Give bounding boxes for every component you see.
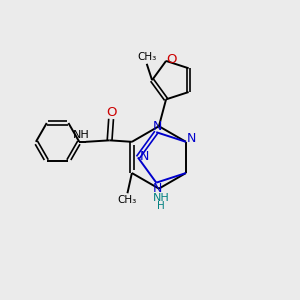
Text: N: N bbox=[153, 182, 162, 195]
Text: NH: NH bbox=[73, 130, 90, 140]
Text: N: N bbox=[187, 132, 196, 146]
Text: N: N bbox=[153, 120, 162, 133]
Text: CH₃: CH₃ bbox=[137, 52, 156, 62]
Text: O: O bbox=[166, 53, 177, 66]
Text: CH₃: CH₃ bbox=[118, 195, 137, 205]
Text: H: H bbox=[158, 201, 165, 211]
Text: NH: NH bbox=[153, 193, 170, 202]
Text: O: O bbox=[106, 106, 117, 119]
Text: N: N bbox=[140, 150, 149, 163]
